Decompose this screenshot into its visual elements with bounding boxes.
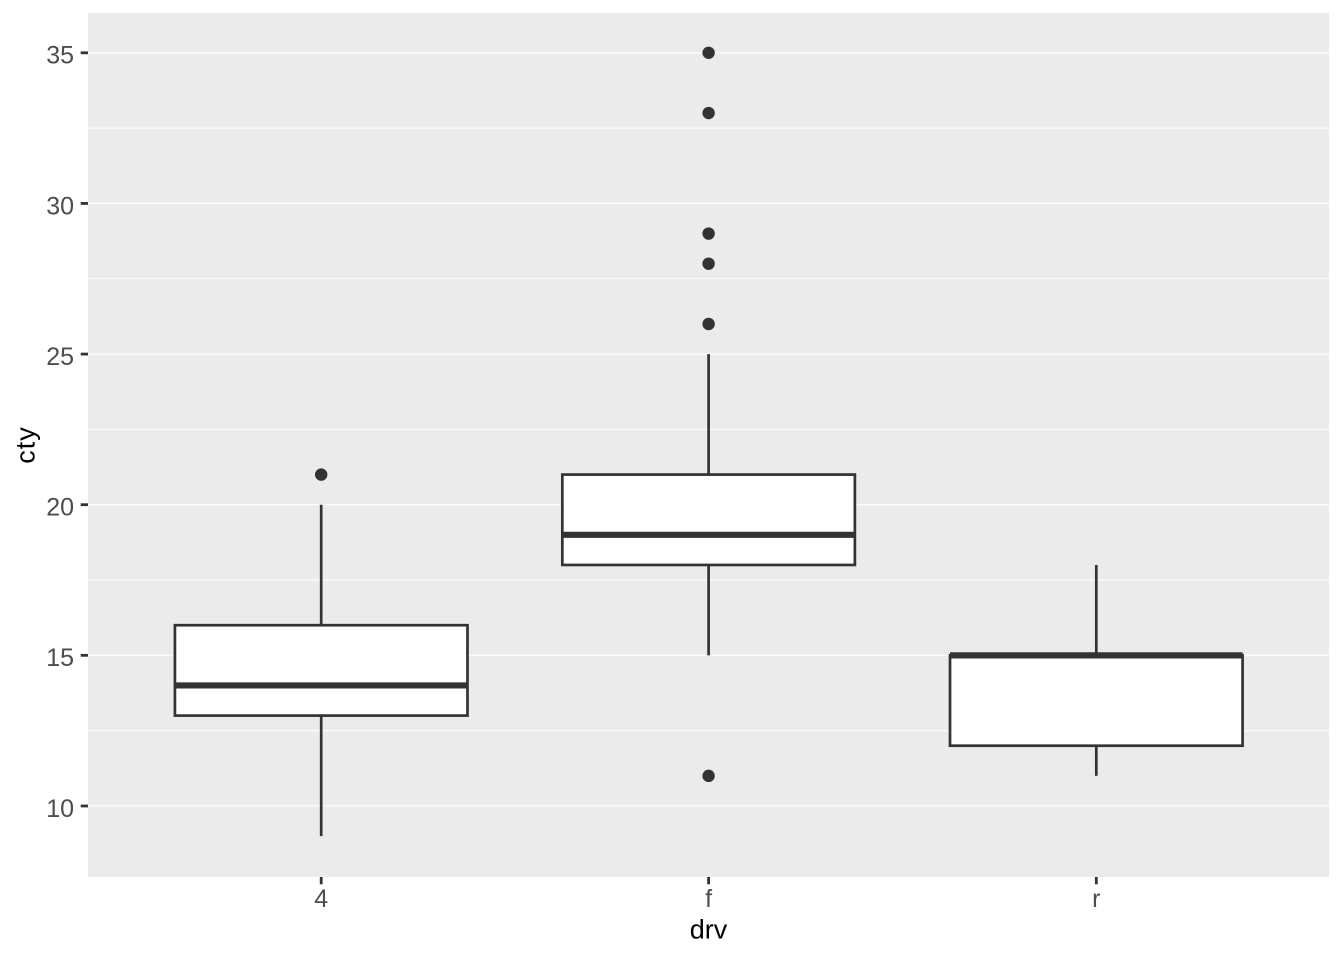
svg-text:35: 35 [46, 42, 74, 70]
svg-text:10: 10 [46, 795, 74, 823]
svg-text:25: 25 [46, 343, 74, 371]
svg-text:20: 20 [46, 494, 74, 522]
svg-text:drv: drv [690, 915, 728, 945]
svg-text:r: r [1092, 885, 1100, 913]
svg-text:cty: cty [11, 426, 41, 464]
svg-text:4: 4 [314, 885, 328, 913]
svg-text:15: 15 [46, 644, 74, 672]
svg-text:30: 30 [46, 192, 74, 220]
svg-text:f: f [705, 885, 712, 913]
